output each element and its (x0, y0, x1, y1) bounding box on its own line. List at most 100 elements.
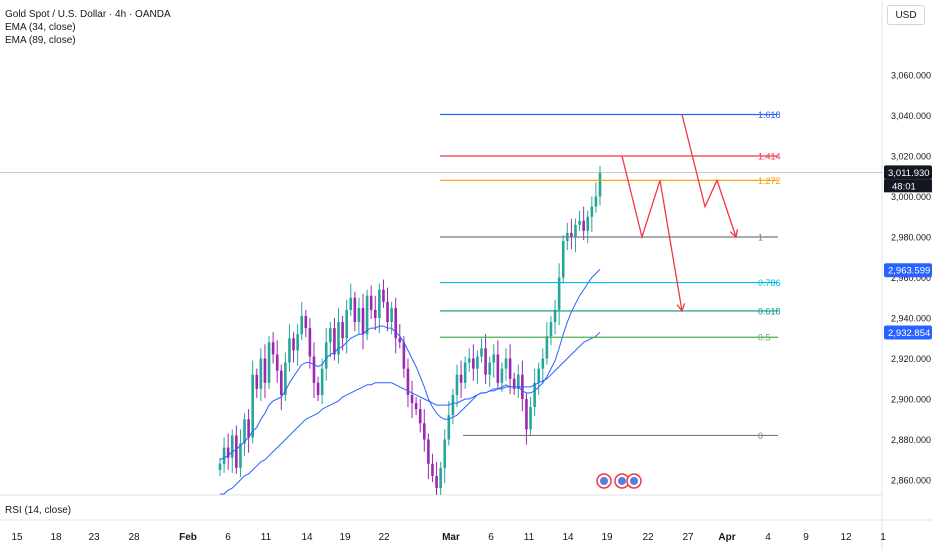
candle (435, 461, 438, 495)
projection-path (681, 114, 737, 238)
candle-body (578, 220, 581, 225)
event-flag-icon (614, 473, 630, 489)
candle-body (516, 374, 520, 389)
fib-level-label: 0.618 (758, 306, 781, 316)
rsi-label[interactable]: RSI (14, close) (5, 505, 72, 516)
candle-body (316, 382, 320, 395)
candle-body (369, 295, 373, 310)
candle (443, 429, 447, 484)
candle-body (590, 206, 594, 217)
candle-body (263, 358, 267, 383)
candle (361, 293, 365, 350)
candle (545, 322, 549, 365)
candle (267, 336, 271, 389)
candle (353, 291, 357, 332)
candle-body (275, 354, 279, 371)
candle (341, 315, 344, 351)
candle (349, 283, 353, 316)
candle-body (304, 315, 308, 329)
symbol-title[interactable]: Gold Spot / U.S. Dollar · 4h · OANDA (5, 9, 171, 20)
candle-body (230, 435, 234, 458)
candle (418, 399, 422, 433)
candle-body (251, 374, 254, 438)
time-tick-label: 18 (50, 532, 62, 543)
candle (488, 356, 491, 387)
time-tick-label: Mar (442, 532, 460, 543)
candle-body (443, 439, 447, 468)
candle (239, 429, 242, 477)
candle-body (574, 224, 577, 237)
currency-button[interactable]: USD (887, 5, 925, 25)
candle (557, 263, 561, 326)
candle-body (455, 374, 459, 395)
candle (516, 364, 520, 398)
candle-body (382, 289, 385, 302)
time-tick-label: Apr (718, 532, 735, 543)
candle-body (586, 216, 590, 231)
candle (333, 318, 336, 361)
price-tick-label: 2,960.000 (891, 273, 931, 283)
event-flag-core (630, 477, 638, 485)
candle-body (549, 322, 553, 337)
candle-body (435, 475, 438, 489)
projection-path (621, 155, 683, 312)
candle (288, 324, 291, 372)
fib-level-label: 1 (758, 233, 763, 243)
time-tick-label: 14 (301, 532, 313, 543)
ema89-legend[interactable]: EMA (89, close) (5, 35, 76, 46)
time-tick-label: 12 (840, 532, 852, 543)
candle-body (406, 368, 410, 395)
candle (382, 279, 385, 308)
projection-arrowhead (676, 303, 686, 313)
candle-body (553, 309, 557, 323)
candle-body (480, 348, 483, 357)
candle (414, 396, 418, 416)
candle-body (418, 409, 422, 424)
candle (467, 348, 471, 372)
fib-level-label: 0.5 (758, 333, 771, 343)
candle (512, 372, 516, 395)
candle (549, 315, 553, 346)
candle (394, 297, 397, 354)
candle-body (259, 358, 263, 389)
candle (296, 324, 299, 366)
candle (431, 453, 434, 483)
candle-body (300, 315, 304, 335)
candle (226, 433, 230, 470)
candle (480, 338, 483, 363)
price-tick-label: 2,880.000 (891, 435, 931, 445)
candle (292, 332, 295, 363)
candle (275, 340, 279, 383)
fib-level-label: 1.272 (758, 176, 781, 186)
candle (279, 364, 283, 411)
candle (521, 360, 524, 412)
candle-body (423, 423, 426, 440)
price-tick-label: 3,060.000 (891, 71, 931, 81)
candle-body (484, 348, 487, 375)
candle-body (504, 358, 508, 369)
candle-body (394, 307, 397, 339)
candle (553, 299, 557, 335)
candle (259, 348, 263, 402)
time-tick-label: 1 (880, 532, 886, 543)
candle-body (561, 241, 565, 278)
price-tick-label: 2,900.000 (891, 395, 931, 405)
candle-body (496, 354, 500, 383)
candle-body (308, 328, 312, 357)
candle (586, 210, 590, 244)
ema89-price-label: 2,932.854 (888, 328, 930, 339)
candle-body (570, 232, 573, 237)
candle-body (472, 358, 475, 369)
candle-body (222, 447, 226, 464)
candles (218, 166, 602, 495)
candle-body (333, 328, 336, 355)
candle-body (545, 336, 549, 359)
candle (439, 461, 442, 495)
candle-body (320, 368, 324, 395)
time-tick-label: 19 (601, 532, 613, 543)
candle (508, 344, 512, 394)
ema34-legend[interactable]: EMA (34, close) (5, 22, 76, 33)
candle (561, 234, 565, 284)
time-tick-label: Feb (179, 532, 197, 543)
